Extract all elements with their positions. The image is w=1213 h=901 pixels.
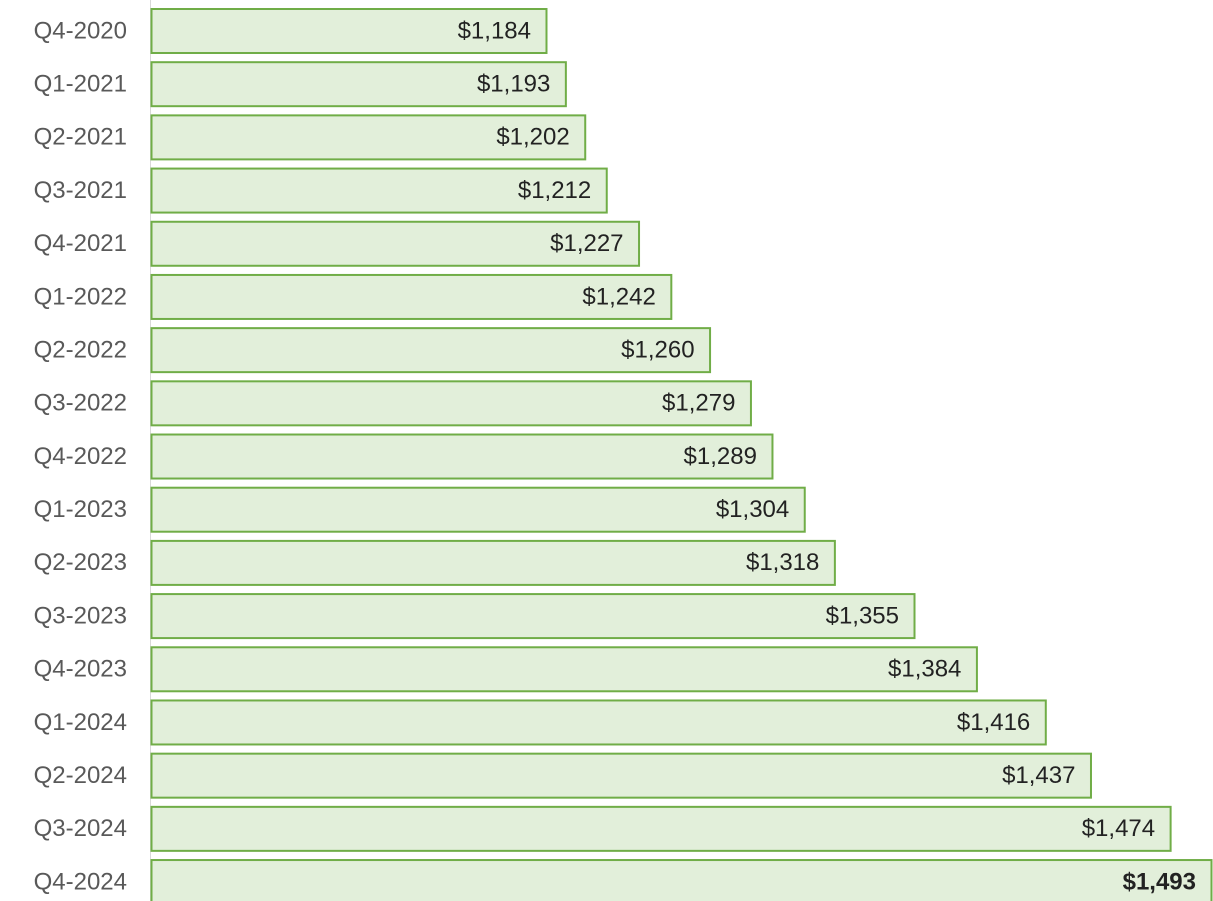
bar [150,220,641,267]
bar [150,327,712,374]
category-label: Q1-2024 [34,709,127,736]
bar [150,273,673,320]
category-label: Q1-2021 [34,71,127,98]
category-label: Q4-2023 [34,656,127,683]
value-label: $1,318 [746,549,819,576]
value-label: $1,493 [1123,868,1196,895]
category-label: Q4-2020 [34,17,127,44]
bar [150,646,978,693]
bar [150,539,836,586]
bar [150,859,1213,901]
bar [150,752,1092,799]
value-label: $1,227 [550,230,623,257]
value-label: $1,384 [888,656,961,683]
value-label: $1,437 [1002,762,1075,789]
category-label: Q1-2022 [34,283,127,310]
value-label: $1,289 [684,443,757,470]
value-label: $1,212 [518,177,591,204]
bar [150,114,587,161]
bar [150,593,916,640]
bar [150,8,548,54]
category-label: Q3-2024 [34,815,127,842]
bar [150,805,1172,852]
value-label: $1,202 [496,124,569,151]
value-label: $1,193 [477,71,550,98]
category-label: Q4-2021 [34,230,127,257]
category-label: Q4-2022 [34,443,127,470]
category-label: Q3-2022 [34,390,127,417]
category-label: Q3-2021 [34,177,127,204]
value-label: $1,242 [582,283,655,310]
category-label: Q1-2023 [34,496,127,523]
value-label: $1,279 [662,390,735,417]
value-label: $1,355 [826,602,899,629]
value-label: $1,474 [1082,815,1155,842]
bar [150,486,806,533]
category-label: Q2-2024 [34,762,127,789]
category-label: Q2-2022 [34,336,127,363]
category-label: Q2-2023 [34,549,127,576]
bar [150,433,774,480]
value-label: $1,304 [716,496,789,523]
value-label: $1,260 [621,336,694,363]
value-label: $1,416 [957,709,1030,736]
bar [150,380,752,427]
category-label: Q2-2021 [34,124,127,151]
bar [150,167,608,214]
bar [150,61,567,108]
value-label: $1,184 [458,17,531,44]
category-label: Q3-2023 [34,602,127,629]
bar [150,699,1047,746]
category-label: Q4-2024 [34,868,127,895]
